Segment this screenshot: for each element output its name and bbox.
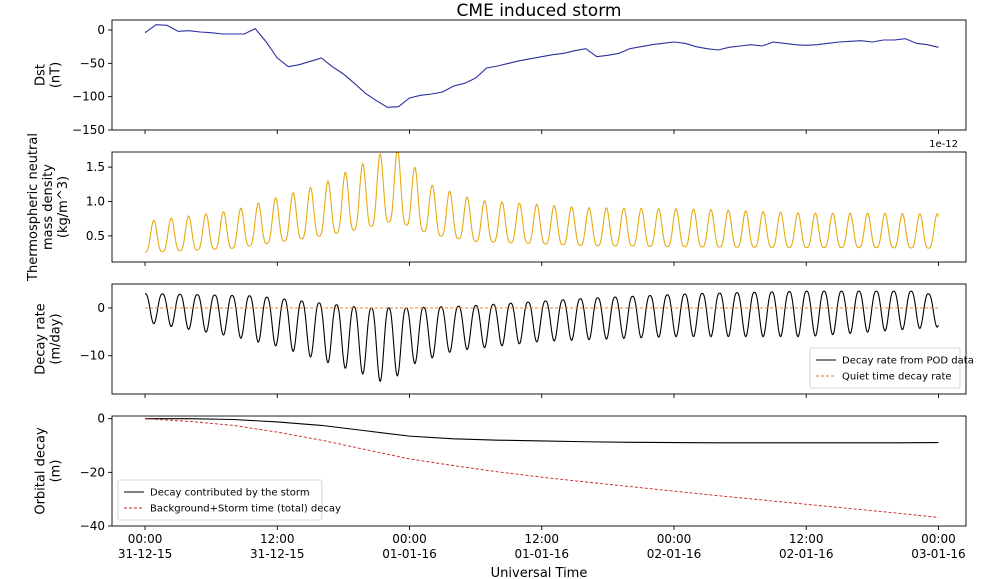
legend-entry: Decay contributed by the storm (150, 488, 310, 499)
legend-entry: Decay rate from POD data (842, 356, 974, 367)
legend-box (117, 479, 323, 521)
panel-dst: 0 −50 −100 −150 Dst (nT) (34, 19, 967, 137)
y-axis-label-line: Orbital decay (34, 427, 49, 515)
y-axis-label: Decay rate (m/day) (34, 303, 64, 374)
panel-frame (111, 283, 967, 395)
y-axis-label: Dst (nT) (34, 62, 64, 88)
y-axis-label: Thermospheric neutral mass density (kg/m^3… (26, 133, 71, 282)
series-line-orbital_decay-1 (145, 418, 939, 518)
panel-frame (111, 19, 967, 131)
legend-box (809, 347, 961, 389)
x-tick-label-time: 12:00 (260, 532, 295, 546)
series-line-orbital_decay-0 (145, 418, 939, 444)
panel-density: 0.5 1.0 1.5 Thermospheric neutral mass densi… (26, 133, 967, 282)
series-line-dst-0 (144, 24, 939, 108)
y-tick-label: 1.0 (86, 195, 105, 209)
y-axis-label-line: (m) (49, 460, 64, 483)
x-tick-label-date: 31-12-15 (250, 547, 304, 561)
x-tick-label-date: 02-01-16 (647, 547, 701, 561)
y-axis-label-line: Thermospheric neutral (26, 133, 41, 282)
series-line-density-0 (145, 152, 939, 253)
y-tick-label: 0 (97, 301, 105, 315)
y-tick-label: −50 (80, 56, 105, 70)
legend-entry: Quiet time decay rate (842, 372, 952, 383)
x-tick-label-date: 03-01-16 (911, 547, 965, 561)
x-tick-label-time: 12:00 (789, 532, 824, 546)
x-tick-label-time: 00:00 (392, 532, 427, 546)
y-offset-text: 1e-12 (929, 139, 958, 150)
x-tick-label-time: 00:00 (128, 532, 163, 546)
y-tick-label: 0 (97, 23, 105, 37)
y-tick-label: 0.5 (86, 229, 105, 243)
x-axis: 00:0031-12-1512:0031-12-1500:0001-01-161… (118, 532, 966, 561)
panel-orbital_decay: 0 −20 −40 Orbital decay (m) Decay contributed… (34, 412, 967, 533)
y-tick-label: −10 (80, 349, 105, 363)
y-axis-label-line: (m/day) (49, 313, 64, 364)
x-tick-label-date: 01-01-16 (382, 547, 436, 561)
chart-title: CME induced storm (457, 1, 622, 21)
x-axis-label: Universal Time (491, 566, 588, 579)
y-tick-label: 0 (97, 412, 105, 426)
x-tick-label-date: 31-12-15 (118, 547, 172, 561)
y-tick-label: −40 (80, 519, 105, 533)
panel-frame (111, 415, 967, 527)
y-axis-label-line: (nT) (49, 62, 64, 88)
y-axis-label-line: (kg/m^3) (56, 176, 71, 238)
legend: Decay contributed by the storm Background… (117, 479, 341, 521)
x-tick-label-time: 00:00 (657, 532, 692, 546)
y-tick-label: −20 (80, 465, 105, 479)
series-line-decay_rate-0 (144, 290, 939, 383)
y-tick-label: −150 (72, 123, 105, 137)
legend-entry: Background+Storm time (total) decay (150, 504, 341, 515)
legend: Decay rate from POD data Quiet time decay… (809, 347, 974, 389)
x-tick-label-time: 00:00 (921, 532, 956, 546)
x-tick-label-date: 01-01-16 (515, 547, 569, 561)
panel-decay_rate: 0 −10 Decay rate (m/day) Decay rate from POD… (34, 283, 974, 398)
y-axis-label-line: Decay rate (34, 303, 49, 374)
y-tick-label: 1.5 (86, 160, 105, 174)
y-axis-label-line: Dst (34, 64, 49, 86)
panel-frame (111, 151, 967, 263)
x-tick-label-time: 12:00 (524, 532, 559, 546)
y-tick-label: −100 (72, 90, 105, 104)
y-axis-label: Orbital decay (m) (34, 427, 64, 515)
x-tick-label-date: 02-01-16 (779, 547, 833, 561)
y-axis-label-line: mass density (41, 164, 56, 250)
